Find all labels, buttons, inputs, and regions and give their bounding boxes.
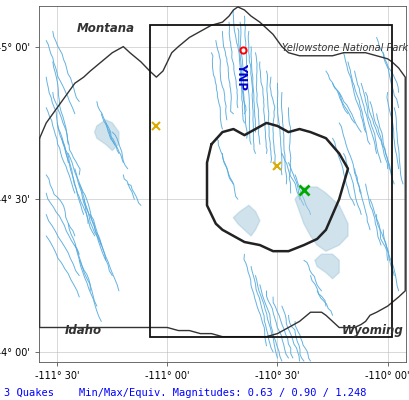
Text: YNP: YNP (234, 63, 247, 90)
Polygon shape (207, 123, 347, 251)
Bar (149, 25, 391, 337)
Polygon shape (233, 205, 259, 236)
Text: Yellowstone National Park: Yellowstone National Park (281, 43, 407, 53)
Text: Idaho: Idaho (65, 324, 102, 337)
Polygon shape (294, 187, 347, 251)
Polygon shape (314, 254, 338, 279)
Polygon shape (40, 7, 404, 337)
Polygon shape (94, 120, 119, 150)
Text: Wyoming: Wyoming (341, 324, 402, 337)
Text: Montana: Montana (76, 22, 135, 35)
Text: 3 Quakes    Min/Max/Equiv. Magnitudes: 0.63 / 0.90 / 1.248: 3 Quakes Min/Max/Equiv. Magnitudes: 0.63… (4, 388, 366, 398)
